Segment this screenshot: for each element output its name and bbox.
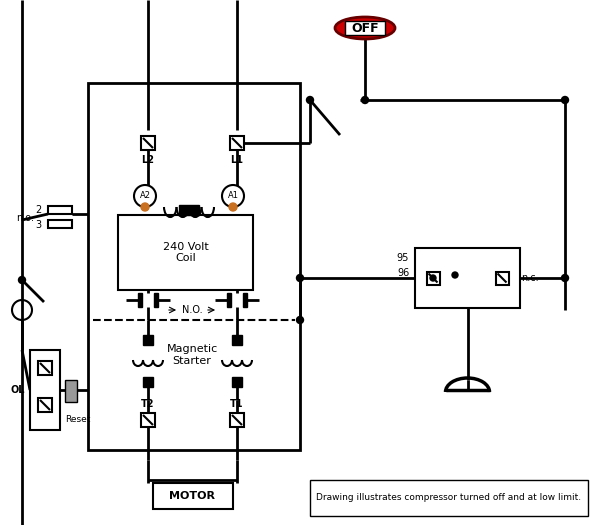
Bar xyxy=(154,293,158,307)
Circle shape xyxy=(361,97,368,103)
Circle shape xyxy=(562,275,569,281)
Circle shape xyxy=(430,275,436,281)
Text: OFF: OFF xyxy=(351,22,379,35)
Text: Magnetic
Starter: Magnetic Starter xyxy=(166,344,218,366)
Bar xyxy=(88,83,300,450)
Text: n.o.: n.o. xyxy=(16,213,34,223)
Bar xyxy=(232,377,242,387)
Text: L2: L2 xyxy=(142,155,155,165)
Text: MOTOR: MOTOR xyxy=(170,491,215,501)
Circle shape xyxy=(19,277,25,284)
Text: OL: OL xyxy=(11,385,25,395)
Text: n.c.: n.c. xyxy=(521,273,539,283)
Circle shape xyxy=(222,185,244,207)
Bar xyxy=(310,480,588,516)
Bar xyxy=(243,293,247,307)
Text: 240 Volt
Coil: 240 Volt Coil xyxy=(163,242,208,264)
Bar xyxy=(227,293,231,307)
Bar xyxy=(141,413,155,427)
Text: 2: 2 xyxy=(35,205,41,215)
Text: 95: 95 xyxy=(397,253,409,263)
Bar xyxy=(230,413,244,427)
Text: Drawing illustrates compressor turned off and at low limit.: Drawing illustrates compressor turned of… xyxy=(316,494,581,502)
Bar xyxy=(38,361,52,375)
Bar xyxy=(118,215,253,290)
Circle shape xyxy=(229,203,237,211)
Circle shape xyxy=(141,203,149,211)
Bar xyxy=(48,220,72,228)
Text: 3: 3 xyxy=(35,220,41,230)
Bar xyxy=(496,271,509,285)
Bar xyxy=(138,293,142,307)
Bar xyxy=(179,205,199,215)
Text: T1: T1 xyxy=(230,399,244,409)
Bar xyxy=(427,271,439,285)
Circle shape xyxy=(452,272,458,278)
Bar xyxy=(65,380,77,402)
Circle shape xyxy=(307,97,314,103)
Circle shape xyxy=(134,185,156,207)
Bar xyxy=(30,350,60,430)
Ellipse shape xyxy=(335,17,395,39)
Circle shape xyxy=(296,317,304,323)
Bar xyxy=(48,206,72,214)
Circle shape xyxy=(296,275,304,281)
Text: A1: A1 xyxy=(227,192,239,201)
Circle shape xyxy=(562,97,569,103)
Bar xyxy=(415,248,520,308)
Bar xyxy=(143,377,153,387)
Bar xyxy=(152,483,233,509)
Bar xyxy=(232,335,242,345)
Text: L1: L1 xyxy=(230,155,244,165)
Text: N.O.: N.O. xyxy=(182,305,202,315)
Bar xyxy=(38,398,52,412)
Text: 96: 96 xyxy=(397,268,409,278)
Bar xyxy=(141,136,155,150)
Bar xyxy=(230,136,244,150)
Text: T2: T2 xyxy=(141,399,155,409)
Text: A2: A2 xyxy=(139,192,151,201)
Bar xyxy=(345,21,385,35)
Text: Reset: Reset xyxy=(65,415,91,425)
Bar xyxy=(143,335,153,345)
